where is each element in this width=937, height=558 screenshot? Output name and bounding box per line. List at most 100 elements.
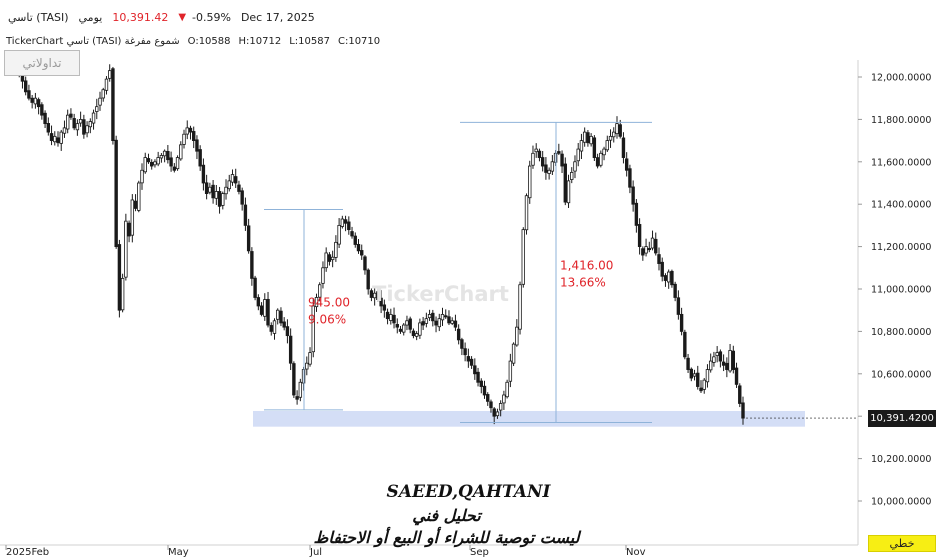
candle-down	[192, 131, 196, 141]
candle-up	[221, 193, 225, 206]
candle-up	[414, 333, 419, 337]
candle-up	[324, 252, 328, 269]
candle-up	[214, 191, 219, 199]
candle-down	[30, 97, 34, 103]
candle-down	[637, 224, 642, 247]
measure-percent-label: 9.06%	[308, 313, 346, 327]
candle-up	[175, 157, 180, 170]
candle-down	[731, 350, 736, 370]
candle-up	[505, 381, 509, 398]
candle-up	[508, 360, 513, 382]
date-label: Dec 17, 2025	[240, 10, 315, 24]
candle-up	[402, 324, 406, 333]
candle-down	[670, 270, 674, 286]
x-tick-label: Sep	[470, 547, 489, 558]
candle-up	[708, 360, 713, 371]
candle-down	[734, 367, 739, 385]
candle-down	[654, 238, 658, 254]
candle-down	[560, 153, 564, 167]
last-price-tag: 10,391.4200	[868, 410, 936, 427]
candle-up	[330, 256, 335, 261]
candle-up	[666, 271, 671, 283]
candle-up	[712, 356, 716, 363]
candle-down	[43, 112, 47, 125]
candle-down	[411, 330, 416, 337]
candle-down	[246, 225, 251, 252]
candle-down	[240, 190, 244, 205]
candle-up	[440, 314, 445, 321]
candle-down	[279, 310, 283, 324]
candle-up	[78, 119, 83, 124]
chart-header: تاسي (TASI) يومي 10,391.42 ▼ -0.59% Dec …	[8, 9, 325, 25]
candle-up	[208, 186, 212, 193]
symbol-label[interactable]: تاسي (TASI)	[8, 10, 69, 24]
candle-down	[376, 291, 380, 300]
candle-down	[343, 219, 348, 224]
period-label[interactable]: يومي	[78, 10, 103, 24]
candle-down	[292, 363, 296, 396]
candle-up	[518, 284, 522, 330]
candle-up	[88, 121, 93, 128]
y-tick-label: 10,800.0000	[871, 327, 931, 338]
candle-up	[311, 305, 315, 353]
candle-down	[256, 297, 261, 307]
candle-down	[114, 139, 118, 247]
candle-up	[579, 140, 584, 152]
candle-up	[570, 171, 574, 180]
ohlc-high: H:10712	[238, 36, 282, 47]
candle-down	[718, 351, 723, 362]
candle-up	[531, 152, 535, 166]
candle-up	[644, 246, 648, 254]
candle-down	[676, 297, 681, 315]
candle-up	[612, 131, 616, 138]
measure-percent-label: 13.66%	[560, 275, 606, 289]
candle-down	[641, 248, 645, 256]
candle-down	[363, 256, 367, 271]
candle-down	[69, 113, 73, 118]
candle-down	[385, 311, 390, 320]
candle-up	[140, 169, 144, 184]
candle-up	[547, 169, 551, 174]
candle-down	[686, 357, 690, 370]
candle-down	[540, 157, 545, 167]
candle-up	[437, 318, 441, 328]
candle-up	[566, 180, 571, 204]
candle-down	[492, 408, 496, 417]
candle-down	[327, 254, 332, 262]
candle-up	[521, 229, 525, 285]
candle-down	[382, 304, 387, 311]
chart-mode-button[interactable]: خطي	[868, 535, 936, 552]
candle-up	[605, 140, 609, 151]
candle-down	[150, 162, 154, 167]
watermark: TickerChart	[372, 282, 509, 306]
candle-down	[721, 361, 726, 366]
candle-down	[544, 164, 548, 173]
candle-up	[108, 70, 112, 79]
change-percent: -0.59%	[192, 10, 231, 24]
candle-down	[657, 254, 661, 264]
candle-down	[46, 123, 51, 133]
candle-down	[421, 321, 425, 326]
candle-down	[683, 331, 687, 358]
support-zone	[253, 410, 805, 427]
candle-down	[360, 250, 364, 256]
candle-down	[369, 290, 374, 298]
candle-up	[59, 131, 63, 144]
candle-up	[298, 381, 303, 398]
candle-up	[308, 352, 312, 365]
ohlc-source: TickerChart تاسي (TASI) شموع مفرغة	[6, 36, 180, 47]
candle-up	[276, 309, 280, 320]
candle-up	[143, 157, 147, 173]
candle-down	[266, 298, 270, 326]
candle-up	[321, 267, 325, 284]
candle-up	[159, 155, 164, 159]
candle-down	[211, 184, 215, 199]
ohlc-close: C:10710	[337, 36, 381, 47]
candle-up	[650, 237, 655, 249]
candle-up	[424, 318, 429, 324]
measure-value-label: 1,416.00	[560, 258, 613, 272]
candle-up	[418, 322, 422, 336]
candle-down	[444, 315, 448, 318]
candle-up	[272, 320, 277, 334]
